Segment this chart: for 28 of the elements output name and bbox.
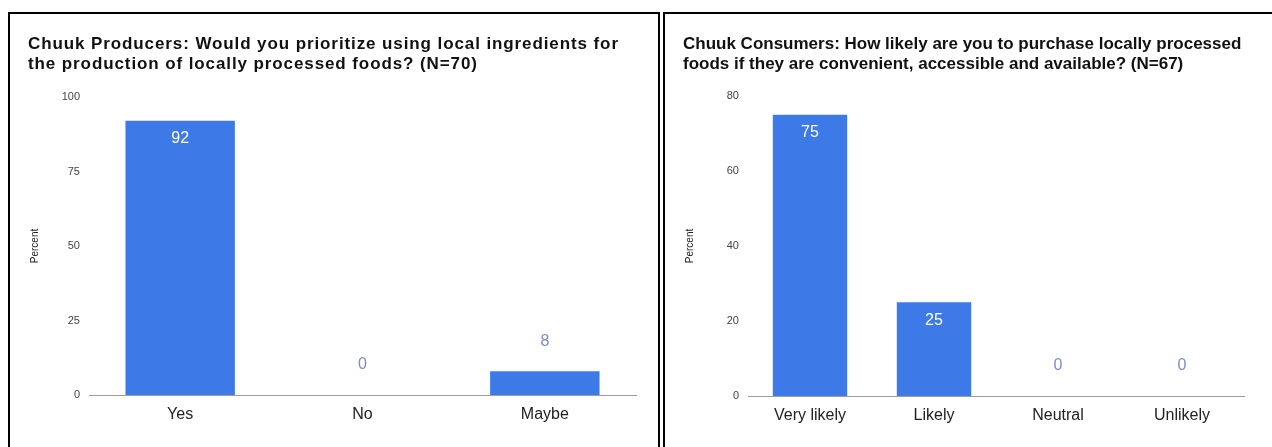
- x-tick-label: Yes: [167, 405, 194, 423]
- x-tick-label: Neutral: [1032, 406, 1084, 424]
- data-label: 0: [1053, 356, 1063, 374]
- chart-title: Chuuk Consumers: How likely are you to purchase locally processed foods if they are convenient, accessible and available? (N=67): [683, 34, 1243, 74]
- y-tick-label: 0: [73, 388, 80, 401]
- y-tick-label: 80: [726, 89, 739, 102]
- chart-title: Chuuk Producers: Would you prioritize using local ingredients for the production of locally processed foods? (N=70): [28, 34, 620, 74]
- data-label: 25: [925, 310, 943, 328]
- data-label: 0: [1177, 356, 1187, 374]
- data-label: 8: [540, 331, 550, 349]
- data-label: 92: [171, 129, 190, 147]
- y-tick-label: 20: [726, 314, 739, 327]
- data-label: 0: [358, 355, 368, 373]
- y-tick-label: 0: [732, 389, 739, 402]
- data-label: 75: [801, 123, 819, 141]
- y-tick-label: 50: [67, 239, 80, 252]
- y-tick-label: 40: [726, 239, 739, 252]
- y-tick-label: 75: [67, 164, 80, 177]
- y-axis-title: Percent: [28, 228, 40, 264]
- y-tick-label: 100: [61, 90, 80, 103]
- y-tick-label: 60: [726, 164, 739, 177]
- y-axis-title: Percent: [683, 228, 695, 264]
- y-tick-label: 25: [67, 313, 80, 326]
- x-tick-label: Very likely: [773, 406, 847, 424]
- x-tick-label: Likely: [913, 406, 955, 424]
- x-tick-label: No: [352, 405, 373, 423]
- x-tick-label: Unlikely: [1153, 406, 1211, 424]
- x-tick-label: Maybe: [520, 405, 569, 423]
